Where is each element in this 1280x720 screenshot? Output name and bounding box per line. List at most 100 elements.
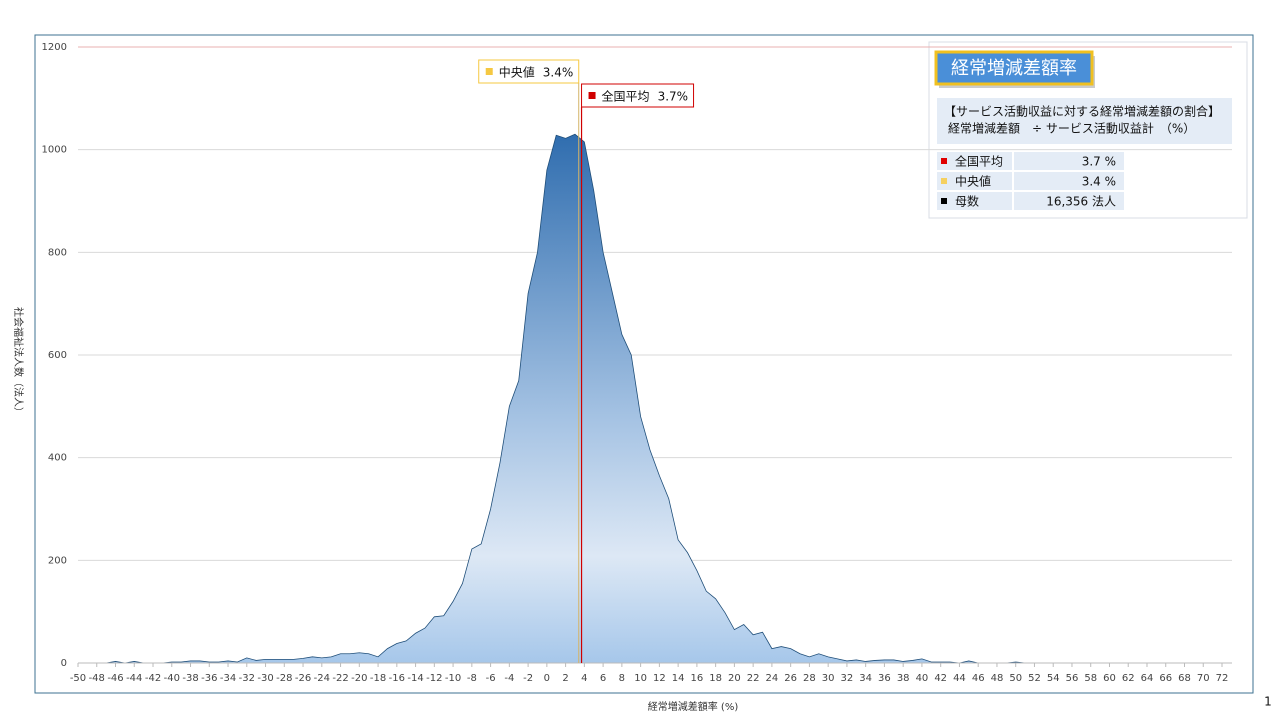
x-tick-label: 38 [897, 673, 910, 684]
x-tick-label: -34 [220, 673, 236, 684]
x-tick-label: -38 [182, 673, 198, 684]
x-tick-label: -16 [389, 673, 405, 684]
x-tick-label: 50 [1009, 673, 1022, 684]
annotation-value: 3.7% [658, 89, 689, 103]
x-tick-label: 0 [544, 673, 550, 684]
x-tick-label: -26 [295, 673, 311, 684]
x-tick-label: -40 [164, 673, 180, 684]
x-tick-label: 42 [934, 673, 947, 684]
x-tick-label: -10 [445, 673, 461, 684]
x-tick-label: 46 [972, 673, 985, 684]
row-marker [941, 198, 947, 204]
x-tick-label: 22 [747, 673, 760, 684]
annotation-name: 中央値 [499, 64, 535, 79]
y-tick-label: 400 [48, 453, 67, 464]
x-tick-label: -18 [370, 673, 386, 684]
x-tick-label: -12 [426, 673, 442, 684]
x-tick-label: 54 [1047, 673, 1060, 684]
x-tick-label: -24 [314, 673, 330, 684]
area [78, 134, 1222, 663]
page-number: 1 [1264, 695, 1272, 709]
info-title: 経常増減差額率 [951, 58, 1077, 79]
x-tick-label: 6 [600, 673, 606, 684]
row-value-bg [1014, 152, 1124, 170]
y-tick-label: 1000 [42, 145, 67, 156]
row-marker [941, 158, 947, 164]
row-value: 16,356 法人 [1046, 195, 1116, 209]
x-tick-label: 16 [691, 673, 704, 684]
x-tick-label: 36 [878, 673, 891, 684]
row-value-bg [1014, 192, 1124, 210]
row-label: 全国平均 [955, 154, 1003, 169]
x-tick-label: 8 [619, 673, 625, 684]
x-tick-label: -14 [407, 673, 423, 684]
x-tick-label: -20 [351, 673, 367, 684]
x-tick-label: -44 [126, 673, 142, 684]
row-label: 中央値 [955, 174, 991, 189]
row-label-bg [937, 152, 1012, 170]
x-tick-label: 58 [1084, 673, 1097, 684]
x-tick-label: 34 [859, 673, 872, 684]
x-tick-label: 20 [728, 673, 741, 684]
description: 【サービス活動収益に対する経常増減差額の割合】 [944, 104, 1220, 119]
annotation-marker [485, 68, 493, 75]
annotation-marker [588, 92, 596, 99]
y-tick-label: 200 [48, 555, 67, 566]
x-tick-label: 48 [991, 673, 1004, 684]
x-tick-label: -6 [486, 673, 496, 684]
x-tick-label: -2 [523, 673, 533, 684]
row-value: 3.4 % [1082, 175, 1116, 189]
x-tick-label: -22 [332, 673, 348, 684]
info-box: 経常増減差額率 【サービス活動収益に対する経常増減差額の割合】 経常増減差額 ÷… [928, 41, 1248, 219]
x-tick-label: -30 [257, 673, 273, 684]
x-tick-label: 72 [1216, 673, 1229, 684]
y-tick-label: 800 [48, 247, 67, 258]
x-tick-label: 44 [953, 673, 966, 684]
annotation-box [581, 83, 695, 108]
row-value-bg [1014, 172, 1124, 190]
y-tick-label: 600 [48, 350, 67, 361]
x-tick-label: 68 [1178, 673, 1191, 684]
y-tick-label: 1200 [42, 42, 67, 53]
chart-frame [34, 34, 1254, 694]
x-tick-label: 26 [784, 673, 797, 684]
x-tick-label: 52 [1028, 673, 1041, 684]
x-tick-label: 4 [581, 673, 587, 684]
x-axis-label: 経常増減差額率 (%) [648, 700, 739, 713]
x-tick-label: -32 [239, 673, 255, 684]
x-tick-label: 64 [1141, 673, 1154, 684]
x-tick-label: -4 [504, 673, 514, 684]
x-tick-label: 28 [803, 673, 816, 684]
title-badge [934, 50, 1094, 86]
annotation-label: 中央値 3.4% [499, 64, 574, 79]
x-tick-label: 62 [1122, 673, 1135, 684]
x-tick-label: 56 [1066, 673, 1079, 684]
x-tick-label: -46 [107, 673, 123, 684]
row-marker [941, 178, 947, 184]
x-tick-label: -28 [276, 673, 292, 684]
x-tick-label: 24 [766, 673, 779, 684]
x-tick-label: 14 [672, 673, 685, 684]
x-tick-label: 32 [841, 673, 854, 684]
x-tick-label: -36 [201, 673, 217, 684]
x-tick-label: 18 [709, 673, 722, 684]
row-label-bg [937, 192, 1012, 210]
x-tick-label: -8 [467, 673, 477, 684]
x-tick-label: 30 [822, 673, 835, 684]
x-tick-label: 10 [634, 673, 647, 684]
x-tick-label: -50 [70, 673, 86, 684]
description: 経常増減差額 ÷ サービス活動収益計 （%） [948, 121, 1195, 136]
x-tick-label: 40 [916, 673, 929, 684]
annotation-name: 全国平均 [602, 88, 650, 103]
y-axis-label: 社会福祉法人数（法人） [12, 307, 25, 417]
x-tick-label: 2 [562, 673, 568, 684]
x-tick-label: -48 [89, 673, 105, 684]
y-tick-label: 0 [61, 658, 67, 669]
annotation-value: 3.4% [543, 65, 574, 79]
x-tick-label: 66 [1159, 673, 1172, 684]
x-tick-label: 60 [1103, 673, 1116, 684]
annotation-label: 全国平均 3.7% [602, 88, 689, 103]
row-label-bg [937, 172, 1012, 190]
